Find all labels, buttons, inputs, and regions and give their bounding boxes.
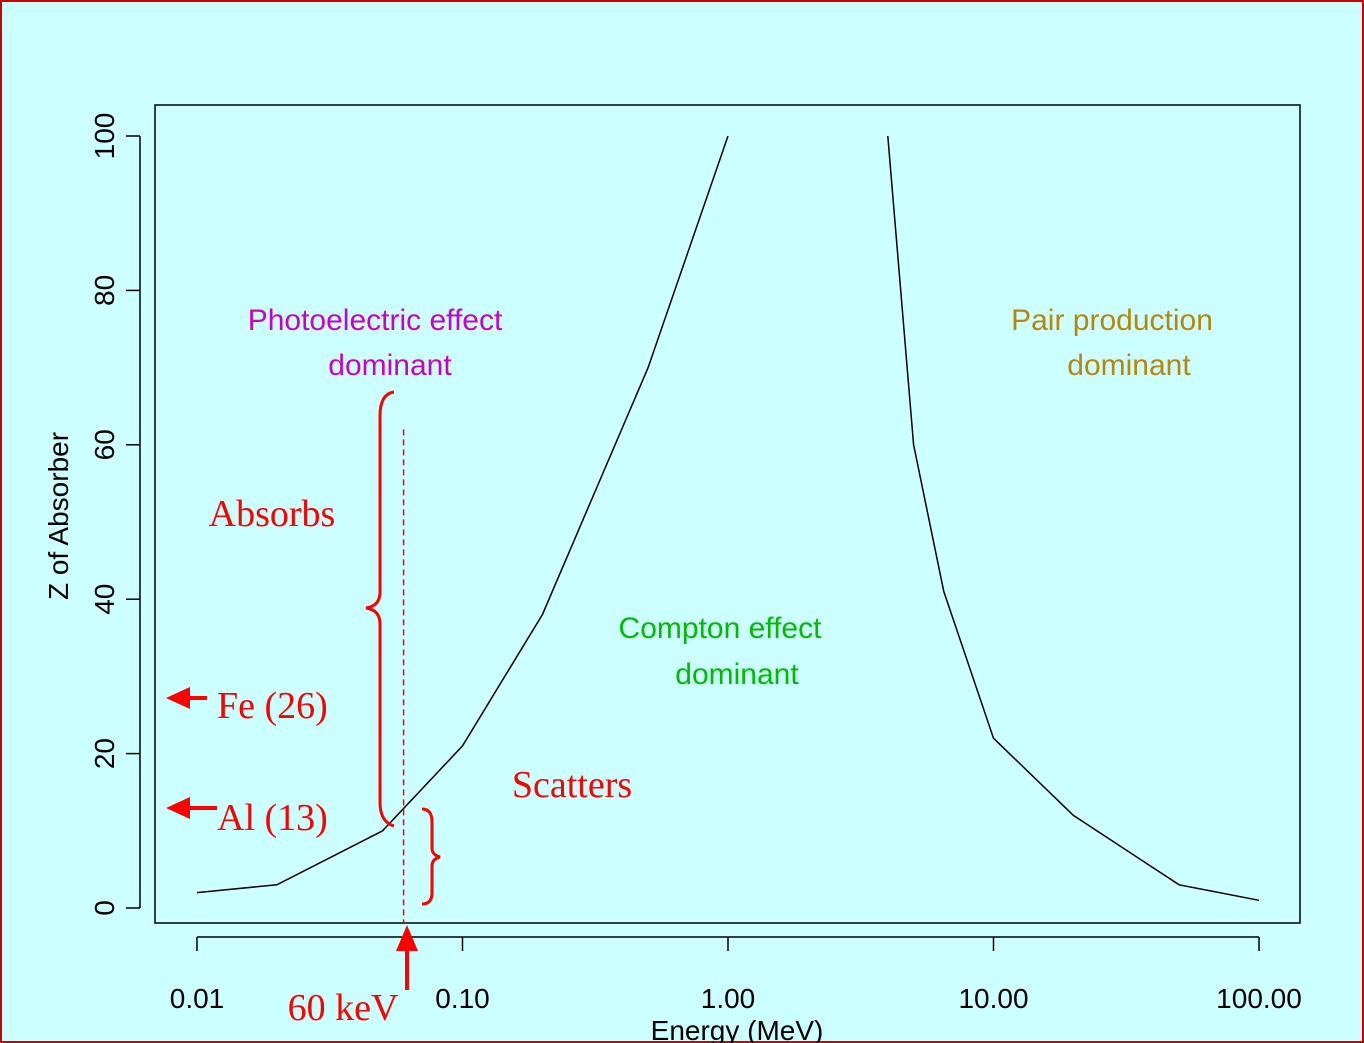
scatters-brace bbox=[421, 807, 441, 906]
al-arrow-icon bbox=[166, 797, 217, 819]
scatters-label: Scatters bbox=[512, 764, 632, 806]
x-tick-label: 1.00 bbox=[701, 983, 756, 1014]
boundary-line-2 bbox=[887, 135, 1260, 902]
compton-label-line1: Compton effect bbox=[619, 612, 823, 645]
y-tick-label: 20 bbox=[89, 738, 120, 769]
fe-arrow-icon bbox=[166, 687, 207, 709]
x-axis: 0.01 0.10 1.00 10.00 100.00 bbox=[170, 936, 1302, 1014]
x-tick-label: 0.01 bbox=[170, 983, 225, 1014]
x-tick-label: 100.00 bbox=[1216, 983, 1302, 1014]
photoelectric-label-line2: dominant bbox=[328, 349, 452, 382]
x-tick-label: 0.10 bbox=[435, 983, 490, 1014]
y-axis: 0 20 40 60 80 100 bbox=[89, 113, 141, 916]
boundary-line-1 bbox=[196, 135, 729, 894]
y-tick-label: 0 bbox=[89, 900, 120, 916]
fe-label: Fe (26) bbox=[217, 685, 328, 727]
kev60-arrow-icon bbox=[396, 925, 418, 990]
pair-production-label-line2: dominant bbox=[1067, 349, 1191, 382]
y-tick-label: 60 bbox=[89, 429, 120, 460]
compton-label-line2: dominant bbox=[675, 658, 799, 691]
plot-area-border bbox=[154, 104, 1301, 924]
y-axis-title: Z of Absorber bbox=[43, 432, 74, 600]
pair-production-label-line1: Pair production bbox=[1011, 304, 1213, 337]
x-tick-label: 10.00 bbox=[958, 983, 1028, 1014]
y-tick-label: 40 bbox=[89, 584, 120, 615]
x-axis-title: Energy (MeV) bbox=[651, 1015, 824, 1043]
al-label: Al (13) bbox=[217, 797, 328, 839]
y-tick-label: 100 bbox=[89, 113, 120, 160]
series-layer bbox=[196, 135, 1260, 922]
absorbs-brace bbox=[365, 390, 395, 828]
absorbs-label: Absorbs bbox=[209, 493, 336, 535]
photoelectric-label-line1: Photoelectric effect bbox=[248, 304, 503, 337]
y-tick-label: 80 bbox=[89, 275, 120, 306]
kev60-label: 60 keV bbox=[288, 987, 399, 1029]
